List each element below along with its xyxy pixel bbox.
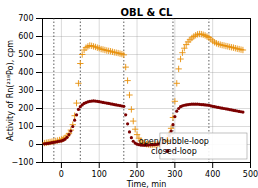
svg-text:500: 500 bbox=[18, 50, 33, 59]
svg-text:0: 0 bbox=[59, 170, 64, 179]
svg-text:100: 100 bbox=[18, 122, 33, 131]
svg-text:Time, min: Time, min bbox=[126, 180, 167, 188]
svg-text:300: 300 bbox=[18, 86, 33, 95]
svg-text:100: 100 bbox=[92, 170, 107, 179]
svg-text:700: 700 bbox=[18, 14, 33, 23]
svg-text:600: 600 bbox=[18, 32, 33, 41]
svg-text:200: 200 bbox=[129, 170, 144, 179]
svg-text:closed-loop: closed-loop bbox=[151, 147, 197, 156]
svg-text:400: 400 bbox=[205, 170, 220, 179]
svg-text:0: 0 bbox=[28, 140, 33, 149]
svg-text:500: 500 bbox=[243, 170, 258, 179]
svg-text:OBL & CL: OBL & CL bbox=[121, 7, 174, 18]
svg-text:200: 200 bbox=[18, 104, 33, 113]
svg-text:open/bubble-loop: open/bubble-loop bbox=[139, 137, 209, 146]
svg-text:400: 400 bbox=[18, 68, 33, 77]
svg-text:−100: −100 bbox=[12, 158, 34, 167]
svg-text:300: 300 bbox=[167, 170, 182, 179]
svg-text:Activity of Rn(²¹⁸Po), cpm: Activity of Rn(²¹⁸Po), cpm bbox=[6, 40, 15, 141]
